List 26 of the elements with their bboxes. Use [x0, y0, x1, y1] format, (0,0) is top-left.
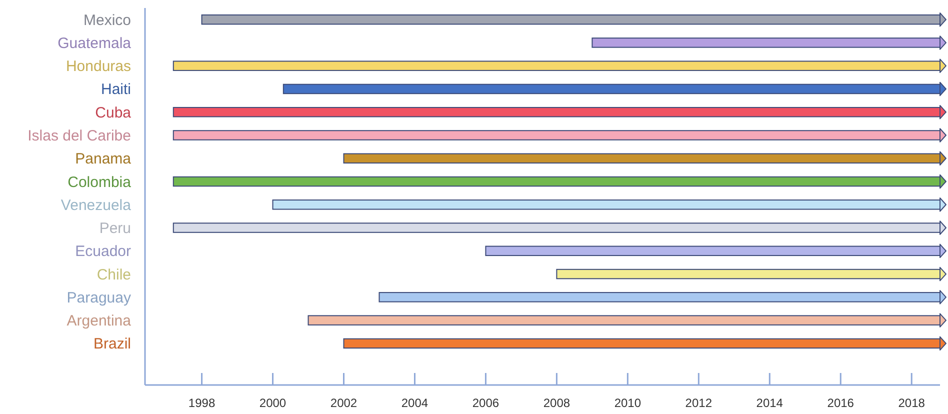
y-tick-label: Guatemala: [58, 34, 132, 52]
y-tick-label: Colombia: [68, 174, 132, 191]
y-tick-label: Chile: [96, 266, 131, 284]
x-tick-label: 2004: [401, 396, 428, 410]
y-tick-label: Mexico: [83, 12, 131, 29]
y-tick-label: Ecuador: [75, 243, 131, 260]
x-tick-label: 2014: [756, 396, 784, 410]
x-tick-label: 2016: [827, 396, 854, 410]
y-tick-label: Venezuela: [60, 196, 132, 214]
x-tick-label: 2012: [685, 396, 712, 410]
y-tick-label: Cuba: [95, 104, 132, 122]
y-tick-label: Islas del Caribe: [28, 127, 131, 144]
x-tick-label: 2018: [898, 396, 926, 410]
y-tick-label: Paraguay: [66, 289, 132, 306]
y-tick-label: Panama: [75, 150, 132, 168]
x-tick-label: 1998: [188, 396, 216, 410]
x-tick-label: 2002: [330, 396, 358, 410]
y-tick-label: Brazil: [93, 336, 131, 353]
x-tick-label: 2008: [543, 396, 570, 410]
x-tick-label: 2010: [614, 396, 642, 410]
x-tick-label: 2006: [472, 396, 500, 410]
y-tick-label: Haiti: [100, 81, 131, 98]
y-tick-label: Honduras: [66, 58, 131, 76]
x-tick-label: 2000: [259, 396, 286, 410]
y-tick-label: Argentina: [66, 312, 132, 330]
y-tick-label: Peru: [99, 220, 131, 238]
